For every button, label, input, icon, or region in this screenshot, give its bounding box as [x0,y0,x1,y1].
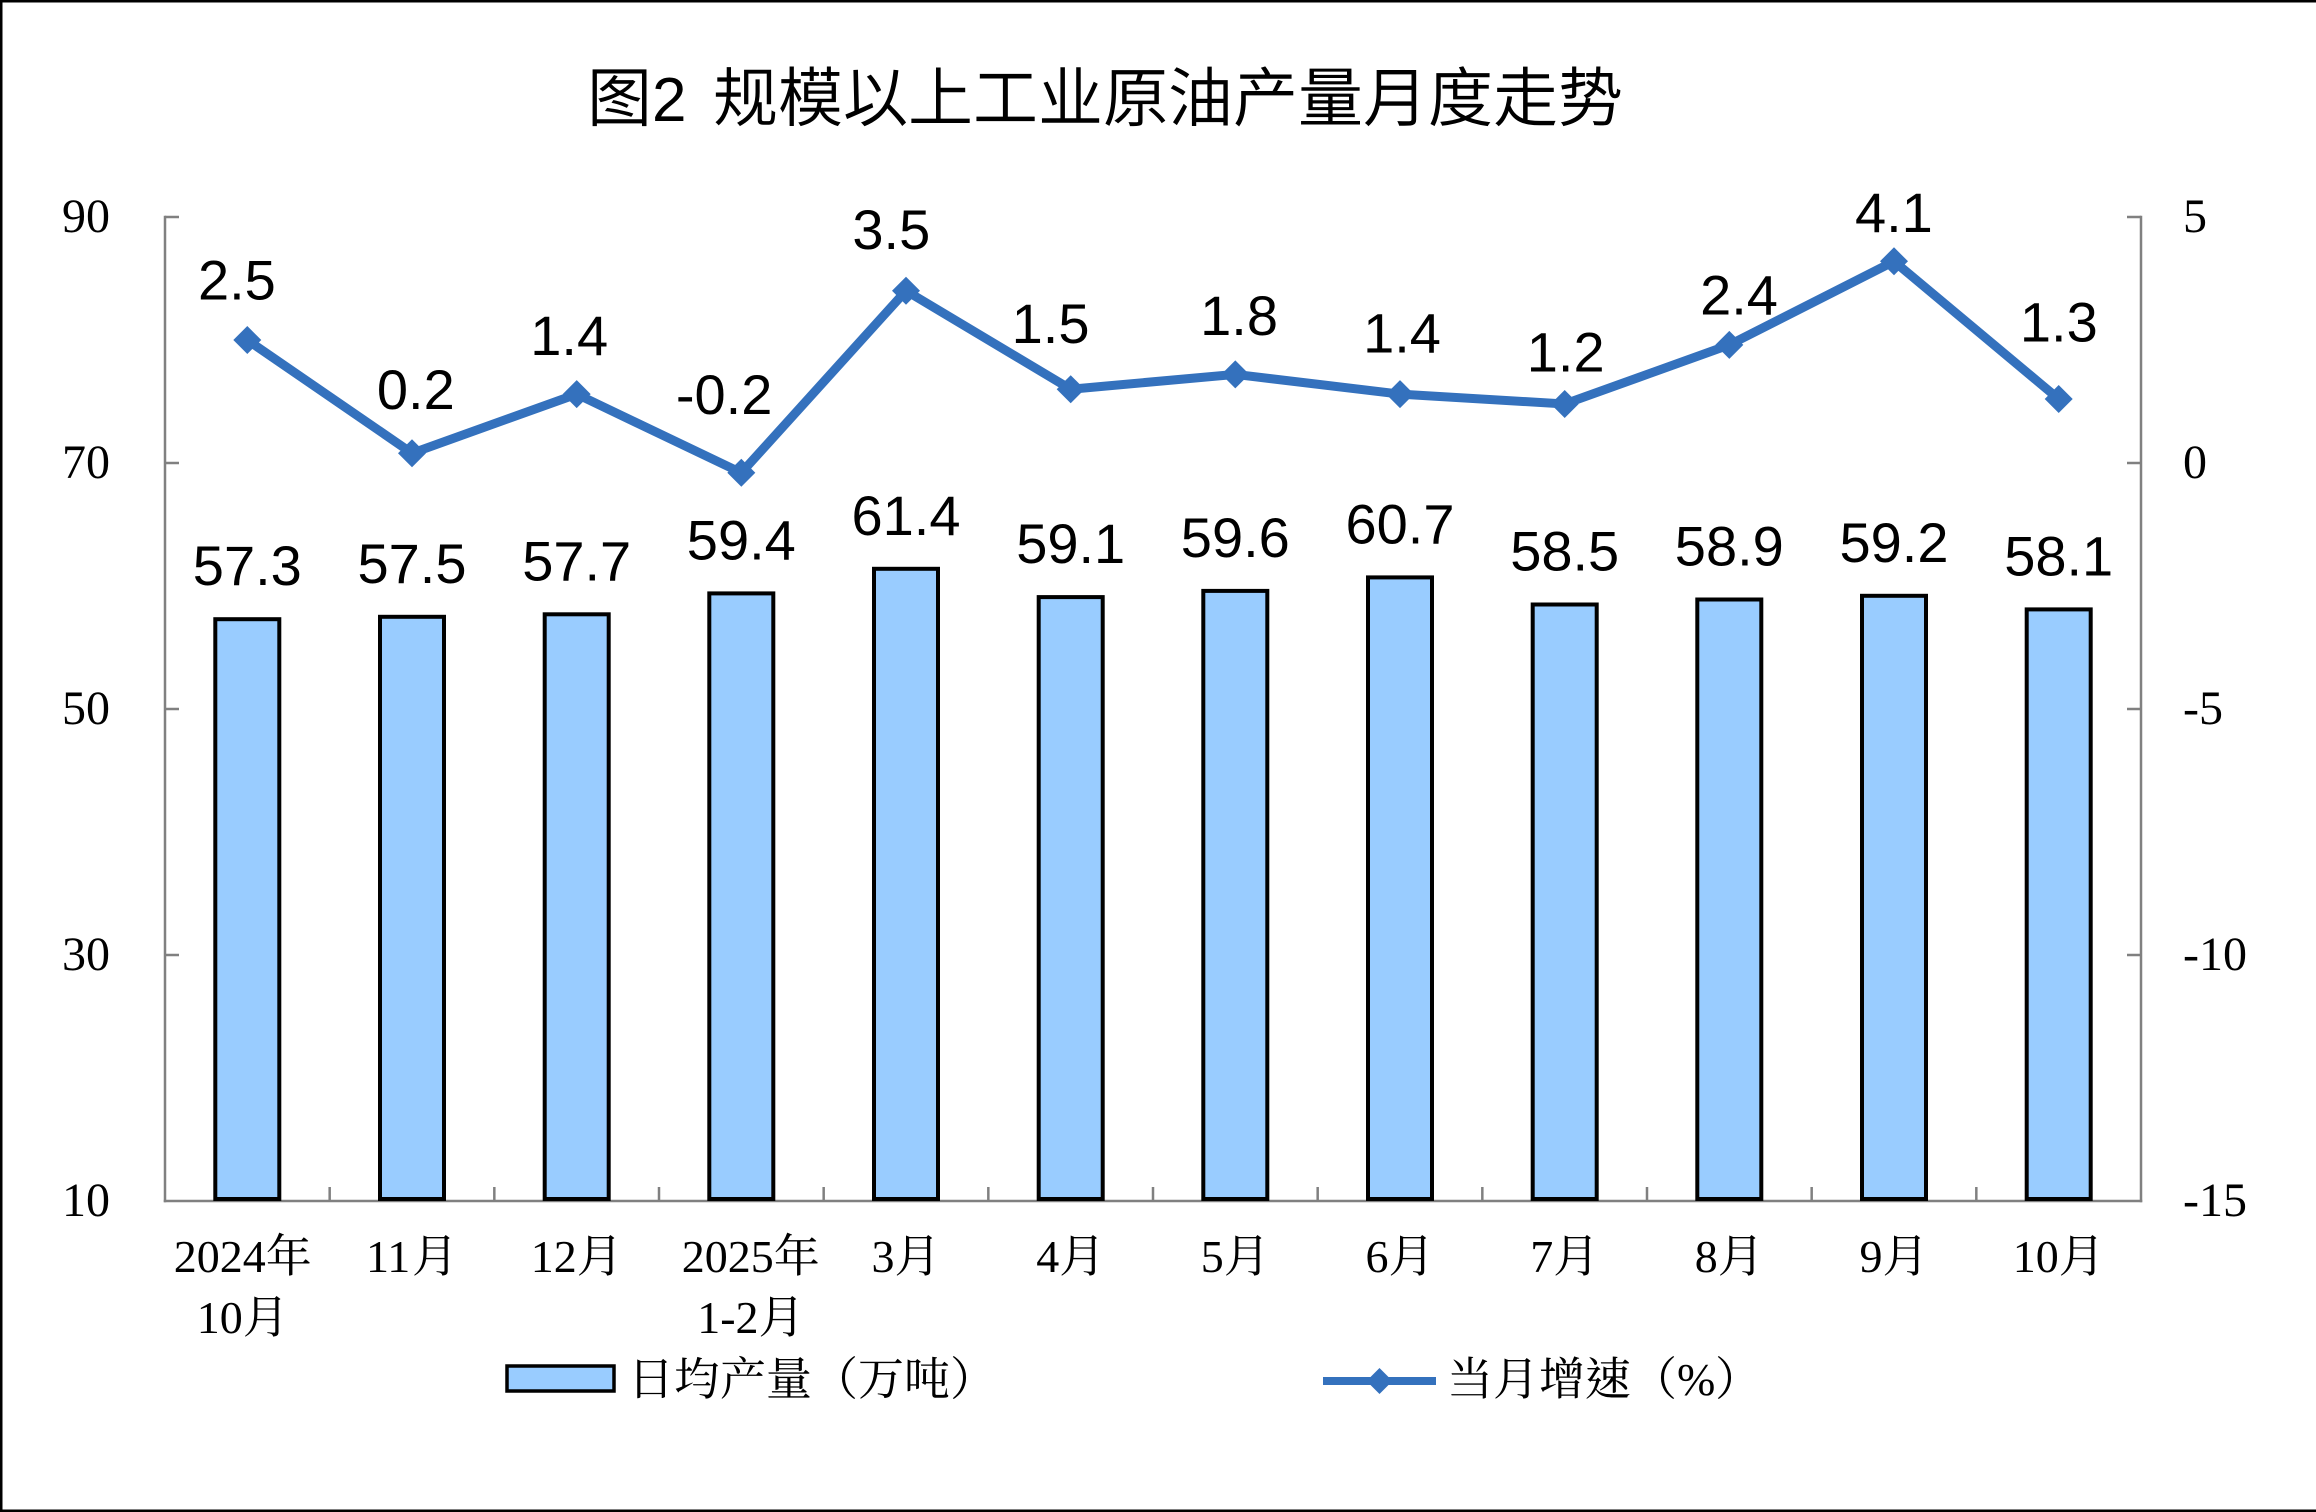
svg-text:0.2: 0.2 [377,358,455,421]
svg-text:12: 12 [531,1231,577,1282]
svg-text:1.4: 1.4 [530,304,608,367]
svg-text:60.7: 60.7 [1346,492,1455,555]
svg-text:1.4: 1.4 [1363,302,1441,365]
svg-text:-0.2: -0.2 [676,363,773,426]
svg-text:1.3: 1.3 [2020,291,2098,354]
svg-text:-15: -15 [2183,1174,2247,1227]
svg-text:50: 50 [62,682,110,735]
svg-text:6: 6 [1366,1231,1389,1282]
svg-text:58.5: 58.5 [1510,520,1619,583]
svg-text:1.2: 1.2 [1527,320,1605,383]
svg-text:-10: -10 [2183,928,2247,981]
svg-text:5: 5 [2183,190,2207,243]
svg-text:3.5: 3.5 [852,198,930,261]
svg-text:61.4: 61.4 [852,484,961,547]
svg-text:2.5: 2.5 [198,249,276,312]
svg-text:57.5: 57.5 [358,532,467,595]
svg-text:9: 9 [1860,1231,1883,1282]
svg-text:-5: -5 [2183,682,2223,735]
svg-text:%: % [1677,1354,1715,1405]
svg-text:59.6: 59.6 [1181,506,1290,569]
svg-text:2024: 2024 [174,1231,266,1282]
svg-text:90: 90 [62,190,110,243]
svg-text:58.1: 58.1 [2004,524,2113,587]
svg-text:7: 7 [1530,1231,1553,1282]
svg-text:57.3: 57.3 [193,534,302,597]
svg-text:59.1: 59.1 [1016,512,1125,575]
svg-text:59.2: 59.2 [1840,511,1949,574]
svg-text:2025: 2025 [682,1231,774,1282]
svg-text:5: 5 [1201,1231,1224,1282]
svg-text:58.9: 58.9 [1675,515,1784,578]
svg-text:59.4: 59.4 [687,508,796,571]
svg-text:10: 10 [197,1292,243,1343]
svg-text:4: 4 [1036,1231,1059,1282]
svg-text:2.4: 2.4 [1700,263,1778,326]
svg-text:3: 3 [872,1231,895,1282]
svg-text:8: 8 [1695,1231,1718,1282]
svg-text:2: 2 [652,66,686,135]
svg-text:0: 0 [2183,436,2207,489]
svg-text:10: 10 [2013,1231,2059,1282]
svg-text:10: 10 [62,1174,110,1227]
svg-text:1.5: 1.5 [1012,292,1090,355]
svg-text:30: 30 [62,928,110,981]
svg-text:1-2: 1-2 [697,1292,758,1343]
svg-text:57.7: 57.7 [522,529,631,592]
svg-text:4.1: 4.1 [1855,181,1933,244]
svg-text:1.8: 1.8 [1200,284,1278,347]
svg-text:11: 11 [366,1231,410,1282]
svg-text:70: 70 [62,436,110,489]
